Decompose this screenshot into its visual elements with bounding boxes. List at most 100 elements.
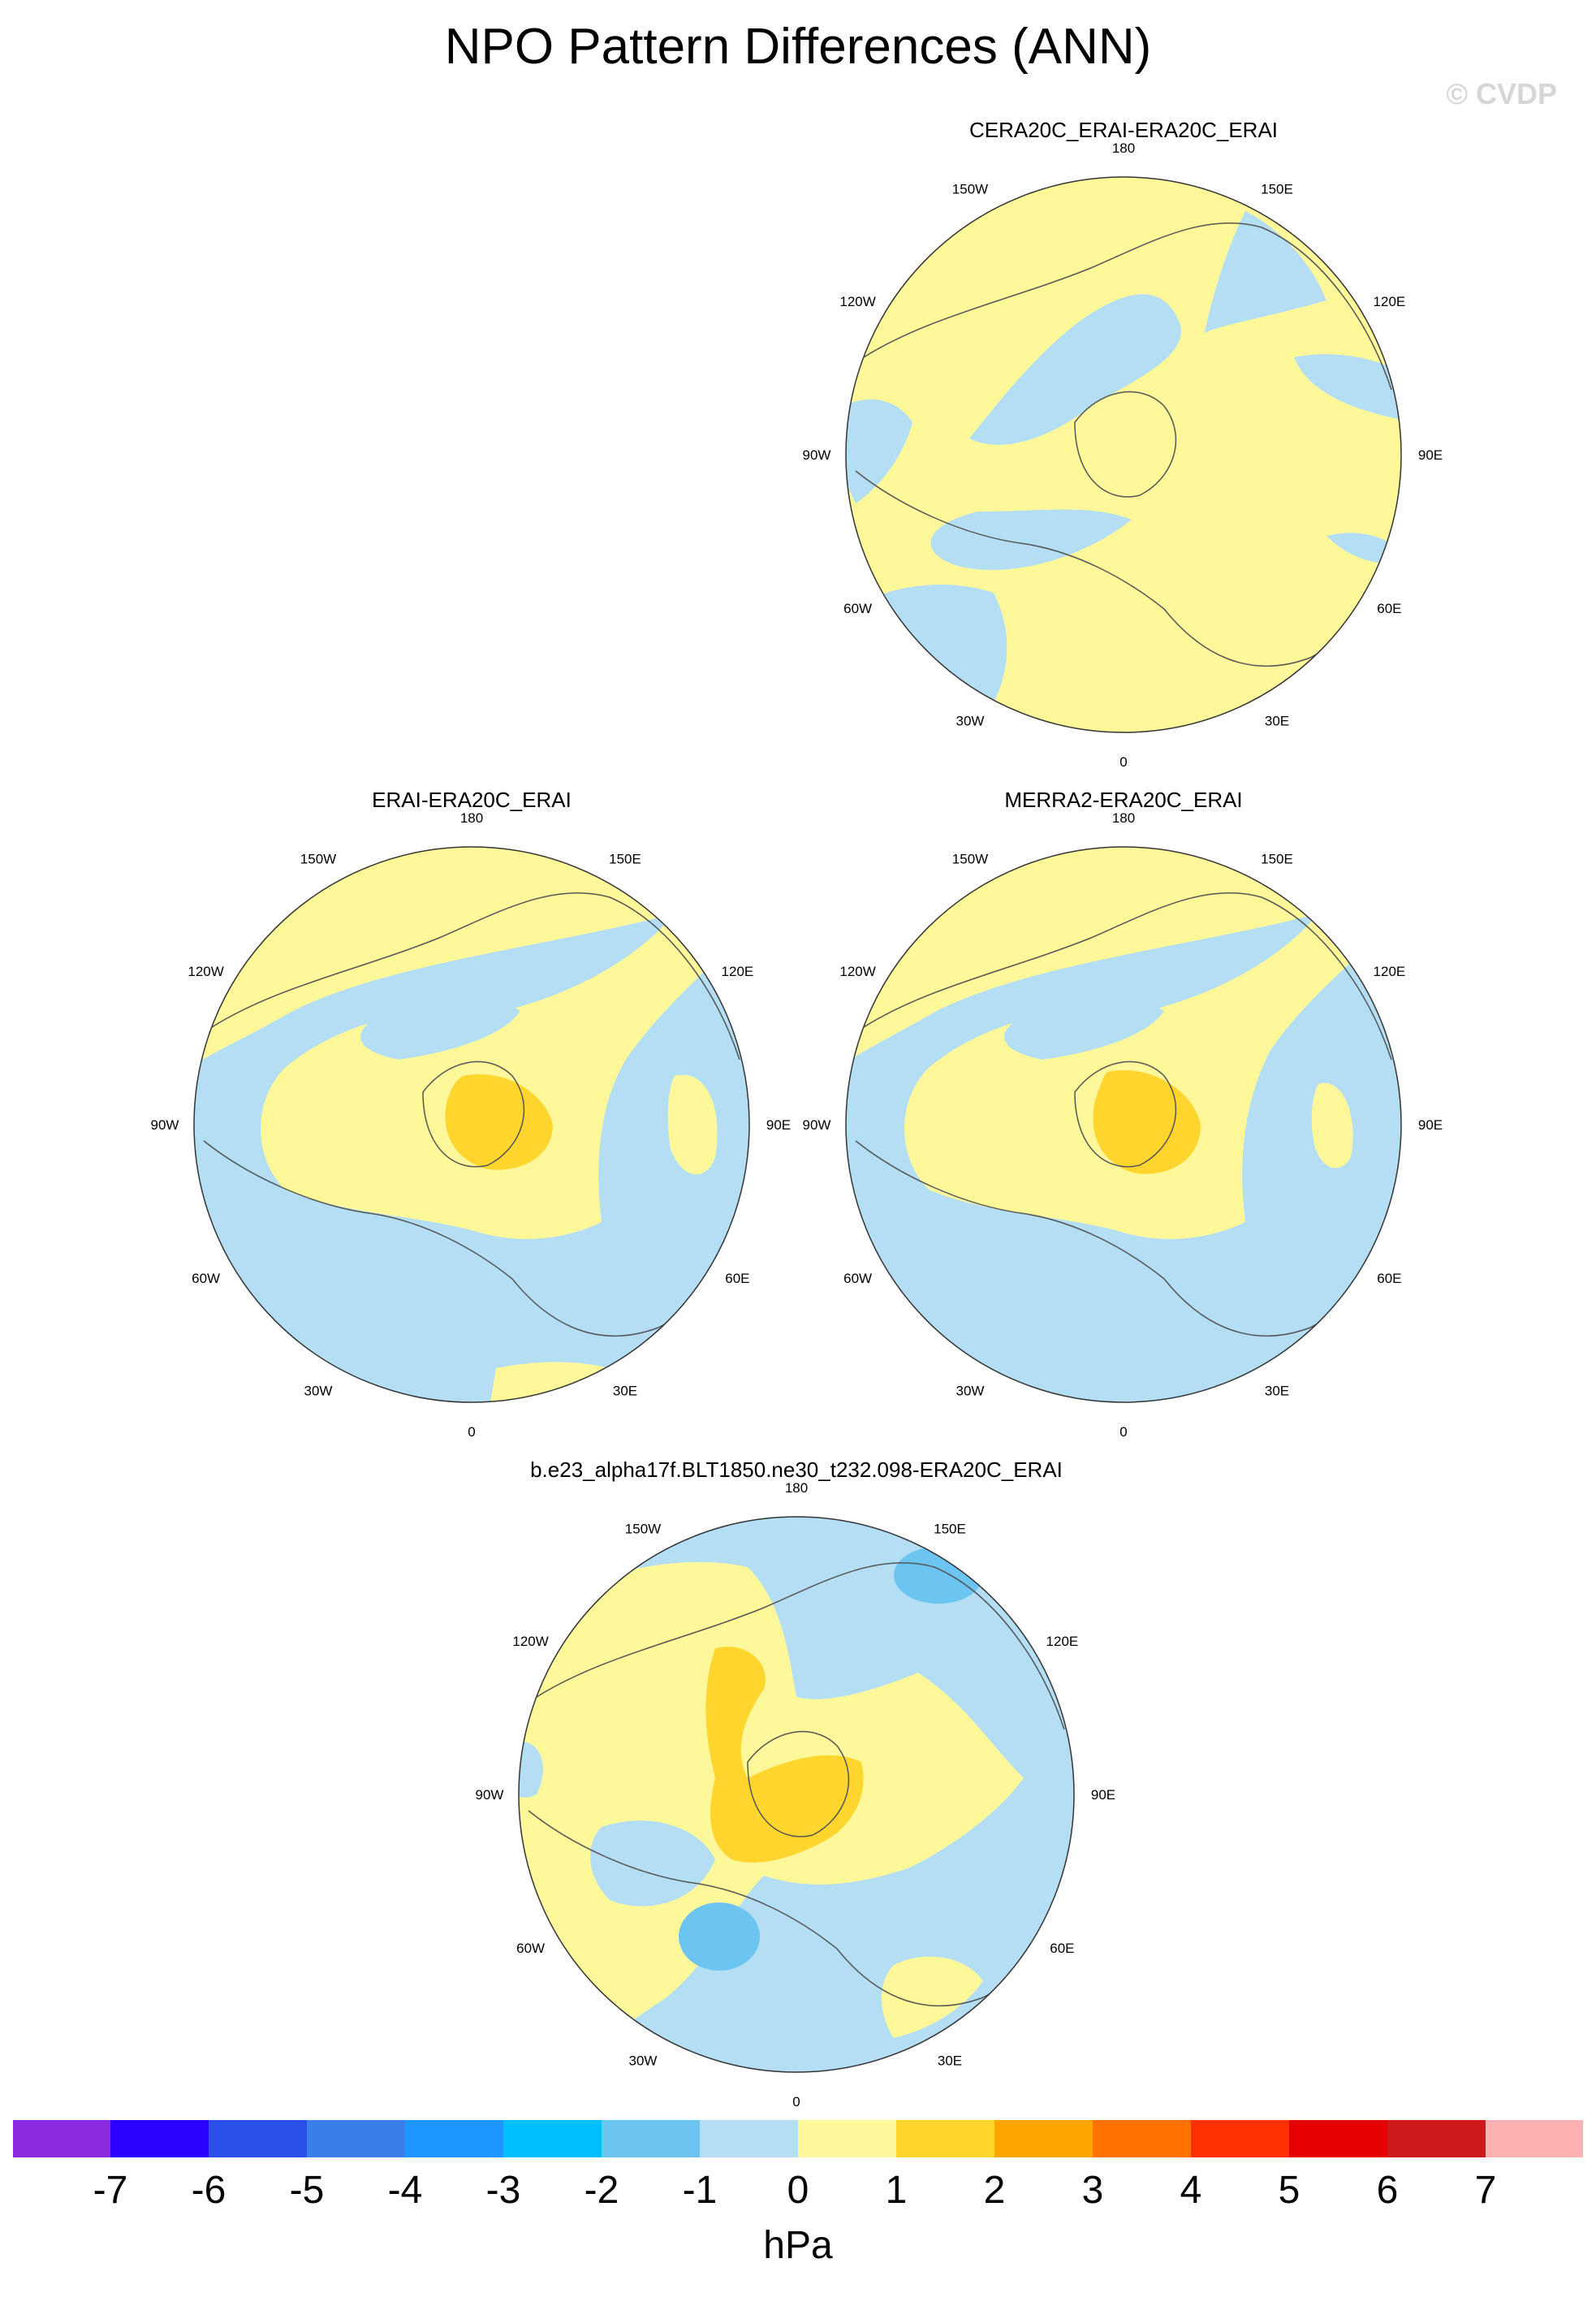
- lon-label: 90W: [476, 1787, 504, 1803]
- lon-label: 30E: [1265, 713, 1289, 728]
- colorbar-tick-label: 2: [983, 2169, 1006, 2212]
- lon-labels: 180 150E 120E 90E 60E 30E 0 30W 60W 90W 120W 150W: [151, 810, 792, 1440]
- map-rim: [845, 176, 1402, 733]
- lon-label: 180: [1112, 810, 1135, 826]
- colorbar-box: [994, 2119, 1093, 2158]
- colorbar-box: [896, 2119, 995, 2158]
- lon-label: 30W: [629, 2053, 658, 2068]
- lon-label: 120E: [1046, 1634, 1079, 1649]
- lon-label: 150W: [300, 852, 336, 867]
- map-rim: [845, 846, 1402, 1403]
- colorbar-box: [1486, 2119, 1584, 2158]
- colorbar-tick-label: -2: [584, 2169, 619, 2212]
- colorbar-tick-label: -4: [387, 2169, 423, 2212]
- colorbar-box: [307, 2119, 406, 2158]
- fill-neg1: [930, 509, 1132, 570]
- lon-label: 90E: [766, 1117, 791, 1133]
- polar-map-merra2: 180 150E 120E 90E 60E 30E 0 30W 60W 90W 120W 150W: [803, 810, 1443, 1440]
- fill-pos1: [882, 1956, 983, 2038]
- lon-label: 150E: [934, 1522, 966, 1537]
- lon-label: 60E: [1377, 1271, 1401, 1286]
- colorbar-box: [1191, 2119, 1290, 2158]
- polar-map-cera20c: 180 150E 120E 90E 60E 30E 0 30W 60W 90W 120W 150W: [803, 140, 1443, 770]
- lon-label: 150W: [625, 1522, 661, 1537]
- lon-label: 90W: [803, 1117, 831, 1133]
- colorbar-tick-label: -5: [289, 2169, 325, 2212]
- cvdp-watermark: © CVDP: [1446, 77, 1557, 110]
- lon-label: 90W: [803, 447, 831, 463]
- map-rim: [518, 1516, 1075, 2073]
- lon-label: 60W: [516, 1941, 545, 1956]
- colorbar-tick-label: 0: [787, 2169, 809, 2212]
- lon-label: 30E: [938, 2053, 962, 2068]
- colorbar-tick-label: -3: [485, 2169, 521, 2212]
- fill-neg1: [846, 399, 912, 503]
- fill-neg1: [519, 1741, 543, 1798]
- lon-label: 0: [468, 1424, 475, 1440]
- fill-neg1: [969, 294, 1181, 445]
- lon-label: 0: [1119, 1424, 1127, 1440]
- lon-label: 90E: [1091, 1787, 1115, 1803]
- fill-pos2: [445, 1074, 553, 1170]
- colorbar-box: [110, 2119, 209, 2158]
- fill-pos1: [667, 1074, 718, 1175]
- colorbar-tick-label: 1: [885, 2169, 908, 2212]
- lon-label: 120W: [839, 964, 875, 979]
- lon-label: 30W: [956, 713, 985, 728]
- lon-label: 180: [460, 810, 483, 826]
- colorbar-tick-label: -7: [93, 2169, 128, 2212]
- fill-neg1: [360, 997, 520, 1060]
- lon-label: 30W: [304, 1383, 333, 1398]
- colorbar-tick-label: 6: [1376, 2169, 1399, 2212]
- panel-title-cera20c: CERA20C_ERAI-ERA20C_ERAI: [968, 118, 1279, 142]
- lon-label: 180: [1112, 140, 1135, 156]
- lon-labels: 180 150E 120E 90E 60E 30E 0 30W 60W 90W 120W 150W: [476, 1480, 1116, 2110]
- lon-label: 120W: [839, 294, 875, 309]
- lon-label: 150E: [1261, 182, 1293, 197]
- lon-label: 90W: [151, 1117, 179, 1133]
- colorbar-box: [209, 2119, 308, 2158]
- polar-map-model: 180 150E 120E 90E 60E 30E 0 30W 60W 90W 120W 150W: [476, 1480, 1116, 2110]
- lon-label: 30E: [1265, 1383, 1289, 1398]
- coastline: [1074, 1060, 1177, 1168]
- colorbar-units: hPa: [763, 2224, 833, 2267]
- coastline: [1074, 391, 1177, 498]
- colorbar-box: [405, 2119, 504, 2158]
- coastline: [747, 1730, 850, 1837]
- lon-labels: 180 150E 120E 90E 60E 30E 0 30W 60W 90W 120W 150W: [803, 810, 1443, 1440]
- panel-title-erai: ERAI-ERA20C_ERAI: [372, 788, 572, 812]
- lon-label: 30E: [613, 1383, 637, 1398]
- lon-label: 30W: [956, 1383, 985, 1398]
- polar-map-erai: 180 150E 120E 90E 60E 30E 0 30W 60W 90W 120W 150W: [151, 810, 792, 1440]
- lon-label: 90E: [1418, 447, 1443, 463]
- colorbar-box: [700, 2119, 799, 2158]
- lon-label: 0: [1119, 754, 1127, 770]
- colorbar-tick-label: -1: [682, 2169, 718, 2212]
- lon-label: 90E: [1418, 1117, 1443, 1133]
- lon-label: 60E: [725, 1271, 749, 1286]
- colorbar-tick-label: 4: [1180, 2169, 1202, 2212]
- lon-label: 120W: [188, 964, 223, 979]
- colorbar-box: [1093, 2119, 1192, 2158]
- colorbar-box: [602, 2119, 701, 2158]
- lon-label: 60W: [843, 1271, 872, 1286]
- colorbar-box: [1387, 2119, 1486, 2158]
- colorbar-box: [503, 2119, 602, 2158]
- fill-neg2: [679, 1902, 760, 1971]
- fill-neg1: [1205, 211, 1326, 333]
- panel-title-model: b.e23_alpha17f.BLT1850.ne30_t232.098-ERA…: [530, 1457, 1063, 1482]
- fill-pos2: [705, 1647, 864, 1863]
- colorbar-box: [1289, 2119, 1388, 2158]
- colorbar-box: [798, 2119, 897, 2158]
- lon-label: 120E: [1374, 294, 1406, 309]
- fill-pos1: [1311, 1082, 1353, 1168]
- lon-label: 120E: [722, 964, 754, 979]
- lon-label: 0: [792, 2094, 800, 2110]
- lon-label: 150E: [1261, 852, 1293, 867]
- lon-label: 120W: [512, 1634, 548, 1649]
- colorbar-tick-label: -6: [191, 2169, 226, 2212]
- colorbar-frame: [12, 2119, 1584, 2158]
- lon-label: 60W: [192, 1271, 220, 1286]
- map-rim: [193, 846, 750, 1403]
- lon-label: 150W: [952, 852, 988, 867]
